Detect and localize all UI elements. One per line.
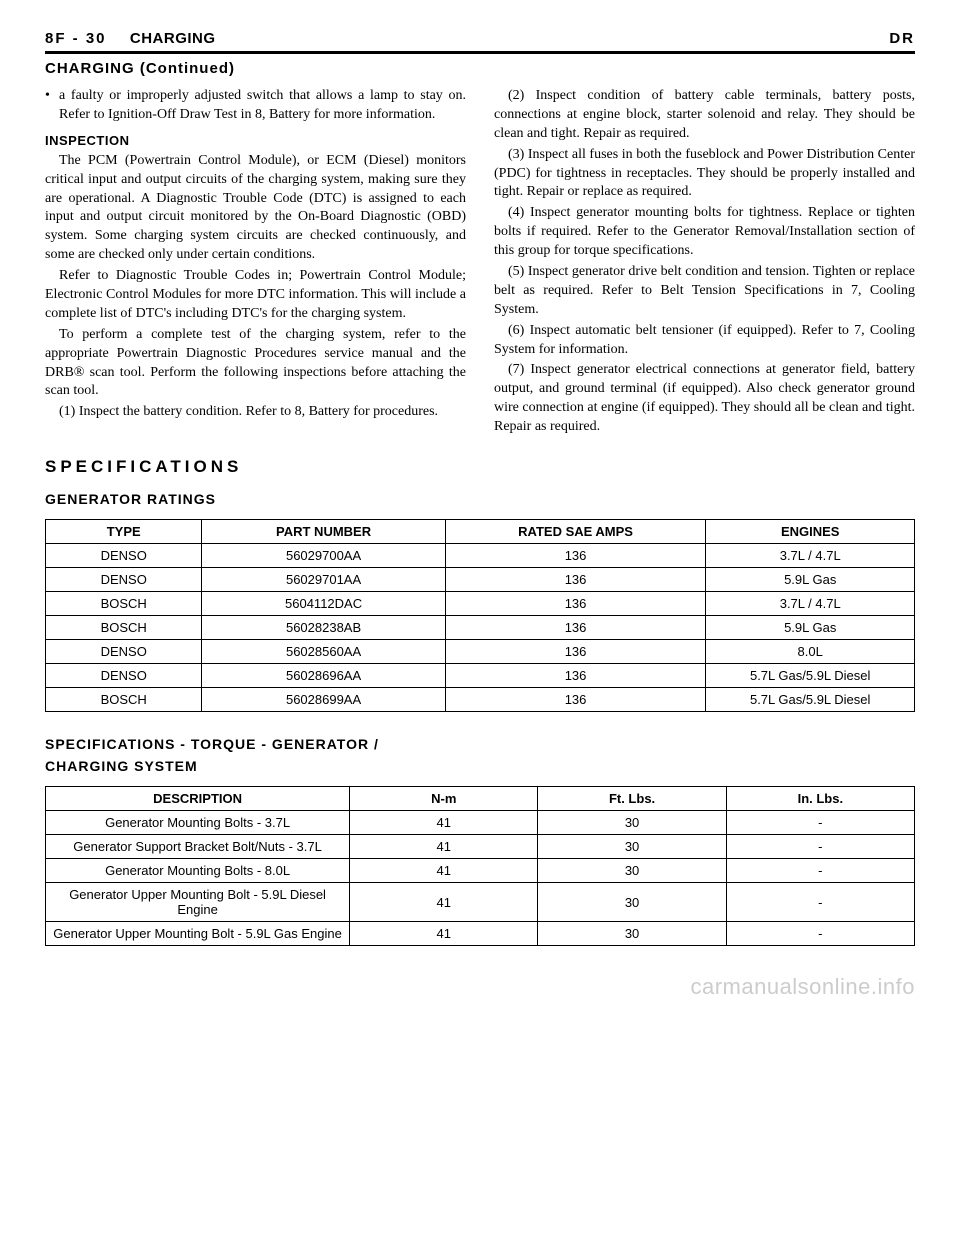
right-p4: (5) Inspect generator drive belt conditi… xyxy=(494,263,915,320)
table-cell: 56029701AA xyxy=(202,568,445,592)
left-p1: The PCM (Powertrain Control Module), or … xyxy=(45,152,466,265)
table-row: BOSCH5604112DAC1363.7L / 4.7L xyxy=(46,592,915,616)
table-cell: 136 xyxy=(445,544,706,568)
table-row: BOSCH56028238AB1365.9L Gas xyxy=(46,616,915,640)
torque-heading-line2: CHARGING SYSTEM xyxy=(45,758,915,774)
left-column: a faulty or improperly adjusted switch t… xyxy=(45,87,466,439)
table-header-cell: PART NUMBER xyxy=(202,520,445,544)
table-cell: BOSCH xyxy=(46,592,202,616)
table-cell: 56028238AB xyxy=(202,616,445,640)
table-cell: 30 xyxy=(538,811,726,835)
table-row: DENSO56028696AA1365.7L Gas/5.9L Diesel xyxy=(46,664,915,688)
table-cell: 5604112DAC xyxy=(202,592,445,616)
generator-ratings-heading: GENERATOR RATINGS xyxy=(45,491,915,507)
table-cell: 30 xyxy=(538,859,726,883)
table-header-cell: N-m xyxy=(350,787,538,811)
table-cell: 136 xyxy=(445,664,706,688)
page-code: 8F - 30 xyxy=(45,30,107,47)
table-cell: 136 xyxy=(445,616,706,640)
table-row: DENSO56028560AA1368.0L xyxy=(46,640,915,664)
table-cell: - xyxy=(726,835,914,859)
right-p5: (6) Inspect automatic belt tensioner (if… xyxy=(494,322,915,360)
table-cell: 30 xyxy=(538,835,726,859)
table-cell: Generator Upper Mounting Bolt - 5.9L Die… xyxy=(46,883,350,922)
right-column: (2) Inspect condition of battery cable t… xyxy=(494,87,915,439)
inspection-heading: INSPECTION xyxy=(45,133,466,148)
table-header-cell: RATED SAE AMPS xyxy=(445,520,706,544)
table-header-cell: Ft. Lbs. xyxy=(538,787,726,811)
left-p4: (1) Inspect the battery condition. Refer… xyxy=(45,403,466,422)
body-columns: a faulty or improperly adjusted switch t… xyxy=(45,87,915,439)
continued-heading: CHARGING (Continued) xyxy=(45,60,915,77)
table-cell: 5.9L Gas xyxy=(706,568,915,592)
table-row: Generator Mounting Bolts - 3.7L4130- xyxy=(46,811,915,835)
table-cell: 5.7L Gas/5.9L Diesel xyxy=(706,664,915,688)
watermark-text: carmanualsonline.info xyxy=(690,974,915,1000)
table-header-cell: ENGINES xyxy=(706,520,915,544)
table-header-cell: In. Lbs. xyxy=(726,787,914,811)
table-cell: - xyxy=(726,859,914,883)
table-cell: - xyxy=(726,811,914,835)
table-cell: - xyxy=(726,922,914,946)
table-cell: Generator Upper Mounting Bolt - 5.9L Gas… xyxy=(46,922,350,946)
page-header: 8F - 30 CHARGING DR xyxy=(45,30,915,47)
table-header-cell: TYPE xyxy=(46,520,202,544)
table-cell: 136 xyxy=(445,640,706,664)
table-cell: 30 xyxy=(538,922,726,946)
table-cell: 41 xyxy=(350,835,538,859)
header-rule xyxy=(45,51,915,54)
right-p2: (3) Inspect all fuses in both the fusebl… xyxy=(494,146,915,203)
table-row: DENSO56029701AA1365.9L Gas xyxy=(46,568,915,592)
table-row: Generator Mounting Bolts - 8.0L4130- xyxy=(46,859,915,883)
header-right: DR xyxy=(889,30,915,47)
table-cell: 5.7L Gas/5.9L Diesel xyxy=(706,688,915,712)
table-cell: 41 xyxy=(350,859,538,883)
table-cell: BOSCH xyxy=(46,616,202,640)
header-section: CHARGING xyxy=(130,30,216,47)
table-cell: 56028560AA xyxy=(202,640,445,664)
torque-heading-line1: SPECIFICATIONS - TORQUE - GENERATOR / xyxy=(45,736,915,752)
table-cell: 30 xyxy=(538,883,726,922)
left-p3: To perform a complete test of the chargi… xyxy=(45,326,466,402)
table-cell: 56028696AA xyxy=(202,664,445,688)
specifications-heading: SPECIFICATIONS xyxy=(45,457,915,477)
bullet-paragraph: a faulty or improperly adjusted switch t… xyxy=(45,87,466,125)
table-row: Generator Upper Mounting Bolt - 5.9L Die… xyxy=(46,883,915,922)
table-cell: 136 xyxy=(445,688,706,712)
table-header-cell: DESCRIPTION xyxy=(46,787,350,811)
table-row: BOSCH56028699AA1365.7L Gas/5.9L Diesel xyxy=(46,688,915,712)
table-cell: 136 xyxy=(445,568,706,592)
table-cell: 8.0L xyxy=(706,640,915,664)
right-p6: (7) Inspect generator electrical connect… xyxy=(494,361,915,437)
table-cell: 136 xyxy=(445,592,706,616)
right-p3: (4) Inspect generator mounting bolts for… xyxy=(494,204,915,261)
table-cell: BOSCH xyxy=(46,688,202,712)
table-cell: DENSO xyxy=(46,664,202,688)
table-cell: 56028699AA xyxy=(202,688,445,712)
torque-spec-table: DESCRIPTIONN-mFt. Lbs.In. Lbs. Generator… xyxy=(45,786,915,946)
table-row: Generator Upper Mounting Bolt - 5.9L Gas… xyxy=(46,922,915,946)
table-header-row: DESCRIPTIONN-mFt. Lbs.In. Lbs. xyxy=(46,787,915,811)
table-cell: Generator Mounting Bolts - 8.0L xyxy=(46,859,350,883)
table-cell: - xyxy=(726,883,914,922)
table-cell: Generator Support Bracket Bolt/Nuts - 3.… xyxy=(46,835,350,859)
table-cell: DENSO xyxy=(46,640,202,664)
table-cell: 41 xyxy=(350,922,538,946)
table-cell: 56029700AA xyxy=(202,544,445,568)
header-left: 8F - 30 CHARGING xyxy=(45,30,216,47)
table-cell: 3.7L / 4.7L xyxy=(706,544,915,568)
table-cell: Generator Mounting Bolts - 3.7L xyxy=(46,811,350,835)
table-row: Generator Support Bracket Bolt/Nuts - 3.… xyxy=(46,835,915,859)
table-row: DENSO56029700AA1363.7L / 4.7L xyxy=(46,544,915,568)
generator-ratings-table: TYPEPART NUMBERRATED SAE AMPSENGINES DEN… xyxy=(45,519,915,712)
table-cell: DENSO xyxy=(46,544,202,568)
table-cell: 41 xyxy=(350,811,538,835)
table-cell: DENSO xyxy=(46,568,202,592)
table-header-row: TYPEPART NUMBERRATED SAE AMPSENGINES xyxy=(46,520,915,544)
table-cell: 41 xyxy=(350,883,538,922)
table-cell: 5.9L Gas xyxy=(706,616,915,640)
right-p1: (2) Inspect condition of battery cable t… xyxy=(494,87,915,144)
left-p2: Refer to Diagnostic Trouble Codes in; Po… xyxy=(45,267,466,324)
table-cell: 3.7L / 4.7L xyxy=(706,592,915,616)
